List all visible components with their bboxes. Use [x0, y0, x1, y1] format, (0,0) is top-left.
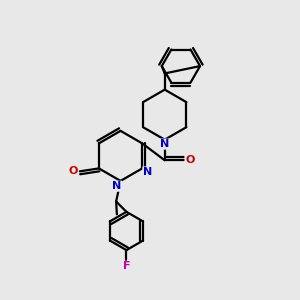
- Text: N: N: [112, 181, 122, 191]
- Text: O: O: [69, 166, 78, 176]
- Text: N: N: [160, 139, 169, 149]
- Text: O: O: [185, 155, 194, 165]
- Text: F: F: [123, 261, 130, 271]
- Text: N: N: [143, 167, 152, 177]
